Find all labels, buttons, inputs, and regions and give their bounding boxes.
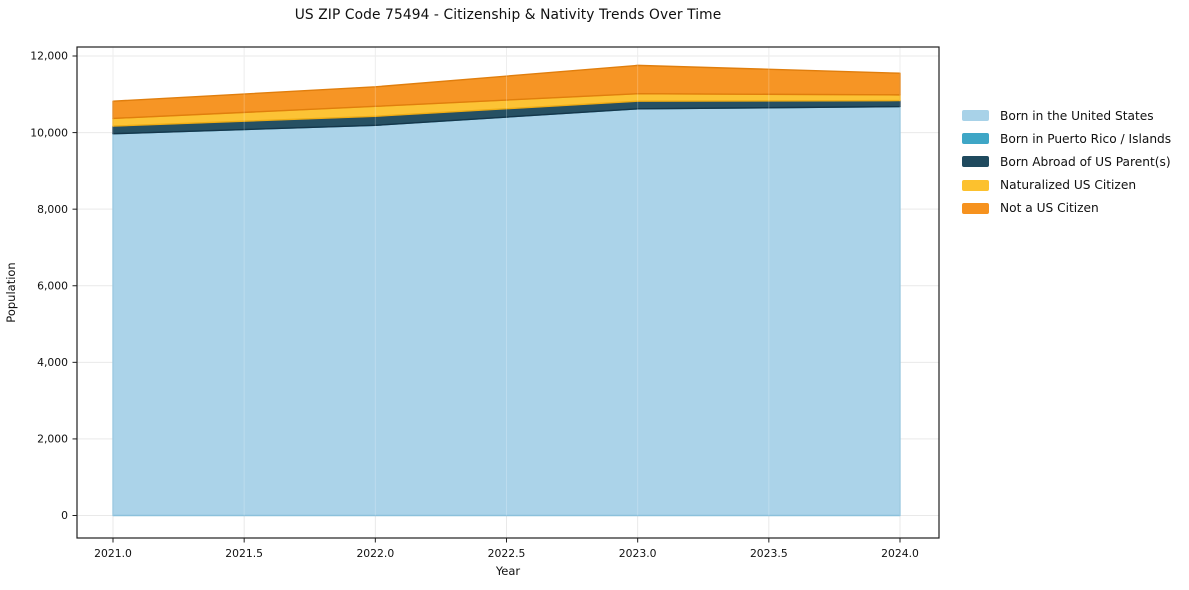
x-tick-label-2021.0: 2021.0	[94, 547, 132, 560]
legend-label-naturalized-us-citizen: Naturalized US Citizen	[1000, 178, 1137, 193]
grid-overlay	[112, 47, 901, 516]
legend-item-naturalized-us-citizen: Naturalized US Citizen	[962, 174, 1171, 197]
y-tick-label-4,000: 4,000	[37, 356, 68, 369]
legend: Born in the United States Born in Puerto …	[962, 104, 1171, 220]
area-not-a-us-citizen	[112, 64, 901, 120]
legend-item-not-a-us-citizen: Not a US Citizen	[962, 197, 1171, 220]
y-tick-label-10,000: 10,000	[30, 126, 68, 139]
legend-label-born-in-the-united-states: Born in the United States	[1000, 108, 1154, 123]
legend-label-not-a-us-citizen: Not a US Citizen	[1000, 201, 1099, 216]
tick-labels: 2021.0 2021.5 2022.0 2022.5 2023.0 2023.5 2024…	[30, 50, 919, 560]
legend-swatch-not-a-us-citizen	[962, 202, 989, 214]
x-tick-label-2023.5: 2023.5	[750, 547, 788, 560]
legend-swatch-born-in-puerto-rico-islands	[962, 133, 989, 145]
x-tick-label-2024.0: 2024.0	[881, 547, 919, 560]
plot-border	[76, 46, 940, 539]
y-tick-label-6,000: 6,000	[37, 279, 68, 292]
legend-swatch-born-in-the-united-states	[962, 110, 989, 122]
legend-swatch-born-abroad-of-us-parent-s	[962, 156, 989, 168]
plot-frame	[76, 46, 940, 539]
y-tick-label-2,000: 2,000	[37, 433, 68, 446]
y-tick-label-0: 0	[61, 509, 68, 522]
area-series-layer	[112, 64, 901, 517]
tick-marks	[72, 55, 901, 543]
y-tick-label-8,000: 8,000	[37, 203, 68, 216]
x-tick-label-2022.0: 2022.0	[356, 547, 394, 560]
legend-swatch-naturalized-us-citizen	[962, 179, 989, 191]
y-tick-label-12,000: 12,000	[30, 50, 68, 63]
legend-label-born-abroad-of-us-parent-s: Born Abroad of US Parent(s)	[1000, 154, 1171, 169]
chart-title: US ZIP Code 75494 - Citizenship & Nativi…	[294, 7, 722, 23]
y-axis-label: Population	[4, 262, 18, 322]
legend-item-born-in-puerto-rico-islands: Born in Puerto Rico / Islands	[962, 127, 1171, 150]
legend-item-born-abroad-of-us-parent-s: Born Abroad of US Parent(s)	[962, 150, 1171, 173]
x-axis-label: Year	[495, 564, 521, 578]
legend-label-born-in-puerto-rico-islands: Born in Puerto Rico / Islands	[1000, 131, 1172, 146]
x-tick-label-2021.5: 2021.5	[225, 547, 263, 560]
legend-item-born-in-the-united-states: Born in the United States	[962, 104, 1171, 127]
x-tick-label-2022.5: 2022.5	[488, 547, 526, 560]
x-tick-label-2023.0: 2023.0	[619, 547, 657, 560]
